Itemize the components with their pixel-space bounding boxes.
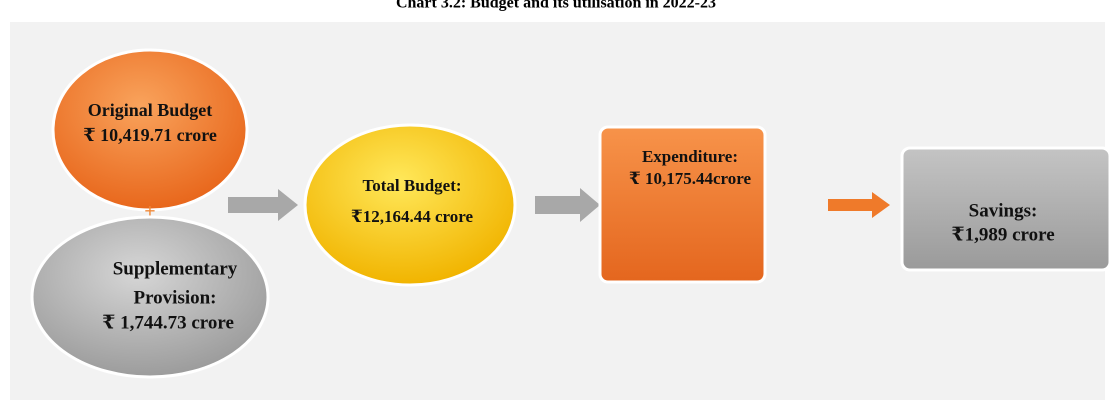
node-label: Expenditure: <box>642 147 738 166</box>
original-budget <box>51 48 249 212</box>
expenditure <box>598 125 767 284</box>
node-label: ₹ 1,744.73 crore <box>102 312 234 333</box>
title: Chart 3.2: Budget and its utilisation in… <box>396 0 716 12</box>
node-label: ₹1,989 crore <box>951 224 1054 245</box>
plus: + <box>144 201 155 223</box>
arrow <box>828 192 890 218</box>
arrow <box>535 188 600 222</box>
node-label: Supplementary <box>113 258 238 279</box>
node-label: ₹12,164.44 crore <box>351 207 474 226</box>
supplementary-provision <box>30 215 270 379</box>
arrow <box>228 189 298 221</box>
total-budget <box>303 123 517 287</box>
node-label: Original Budget <box>88 100 213 120</box>
node-label: Total Budget: <box>362 176 461 195</box>
savings <box>900 146 1112 272</box>
node-label: Provision: <box>133 287 216 308</box>
node-label: ₹ 10,175.44crore <box>629 169 752 188</box>
node-label: ₹ 10,419.71 crore <box>83 125 217 145</box>
node-label: Savings: <box>969 200 1038 221</box>
